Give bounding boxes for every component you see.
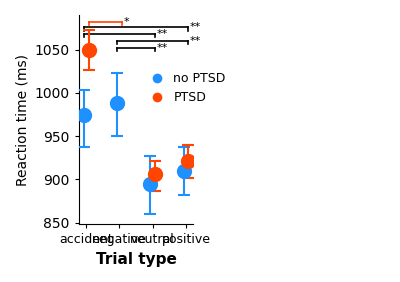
Text: *: * — [124, 17, 129, 27]
Text: **: ** — [190, 22, 201, 32]
X-axis label: Trial type: Trial type — [96, 252, 176, 267]
Text: **: ** — [157, 43, 168, 53]
Text: **: ** — [190, 36, 201, 46]
Y-axis label: Reaction time (ms): Reaction time (ms) — [15, 54, 29, 186]
Text: **: ** — [157, 29, 168, 39]
Legend: no PTSD, PTSD: no PTSD, PTSD — [140, 67, 231, 109]
